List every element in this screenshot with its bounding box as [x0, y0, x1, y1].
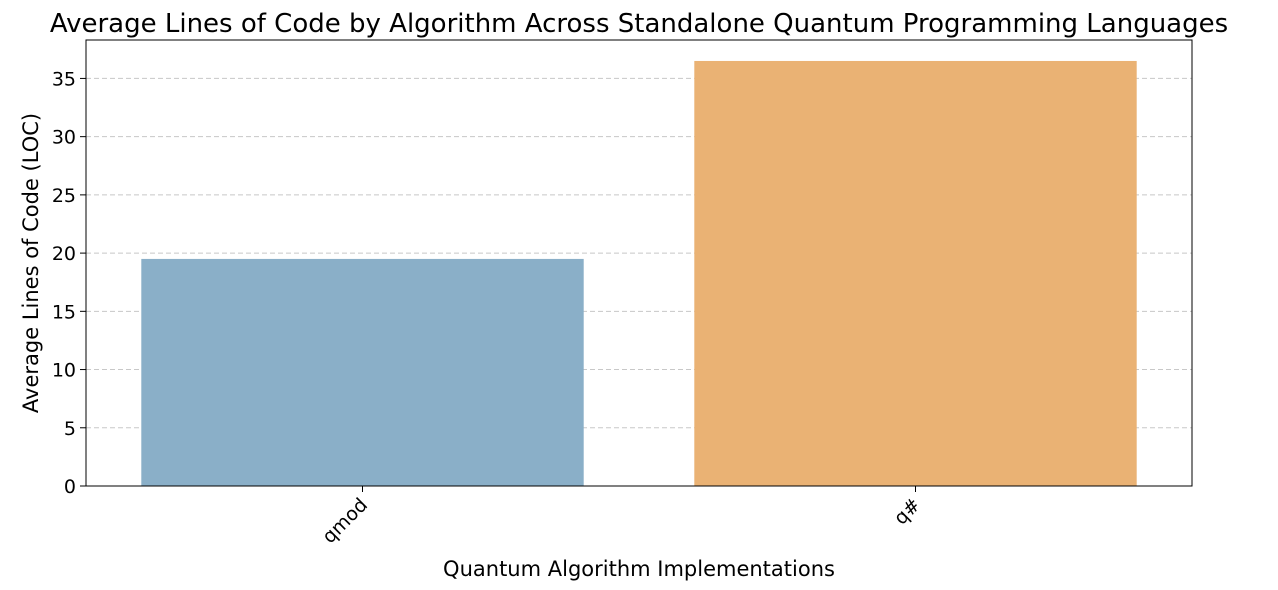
y-tick-label: 25: [52, 185, 76, 207]
bar-1: [694, 60, 1137, 486]
x-tick-label: qmod: [318, 494, 372, 548]
y-tick-label: 15: [52, 301, 76, 323]
y-axis-ticks: 0 5 10 15 20 25 30 35: [52, 68, 86, 498]
plot-frame: [85, 39, 1193, 487]
y-tick-label: 5: [64, 418, 76, 440]
bars: [141, 60, 1137, 486]
y-tick-label: 0: [64, 476, 76, 498]
y-tick-label: 10: [52, 360, 76, 382]
y-tick-label: 20: [52, 243, 76, 265]
chart-title: Average Lines of Code by Algorithm Acros…: [50, 9, 1228, 39]
y-axis-label: Average Lines of Code (LOC): [19, 113, 43, 413]
y-tick-label: 35: [52, 68, 76, 90]
x-axis-ticks: qmod q#: [318, 486, 925, 548]
x-axis-label: Quantum Algorithm Implementations: [443, 557, 835, 581]
y-tick-label: 30: [52, 127, 76, 149]
x-tick-label: q#: [890, 494, 925, 529]
bar-0: [141, 258, 584, 486]
